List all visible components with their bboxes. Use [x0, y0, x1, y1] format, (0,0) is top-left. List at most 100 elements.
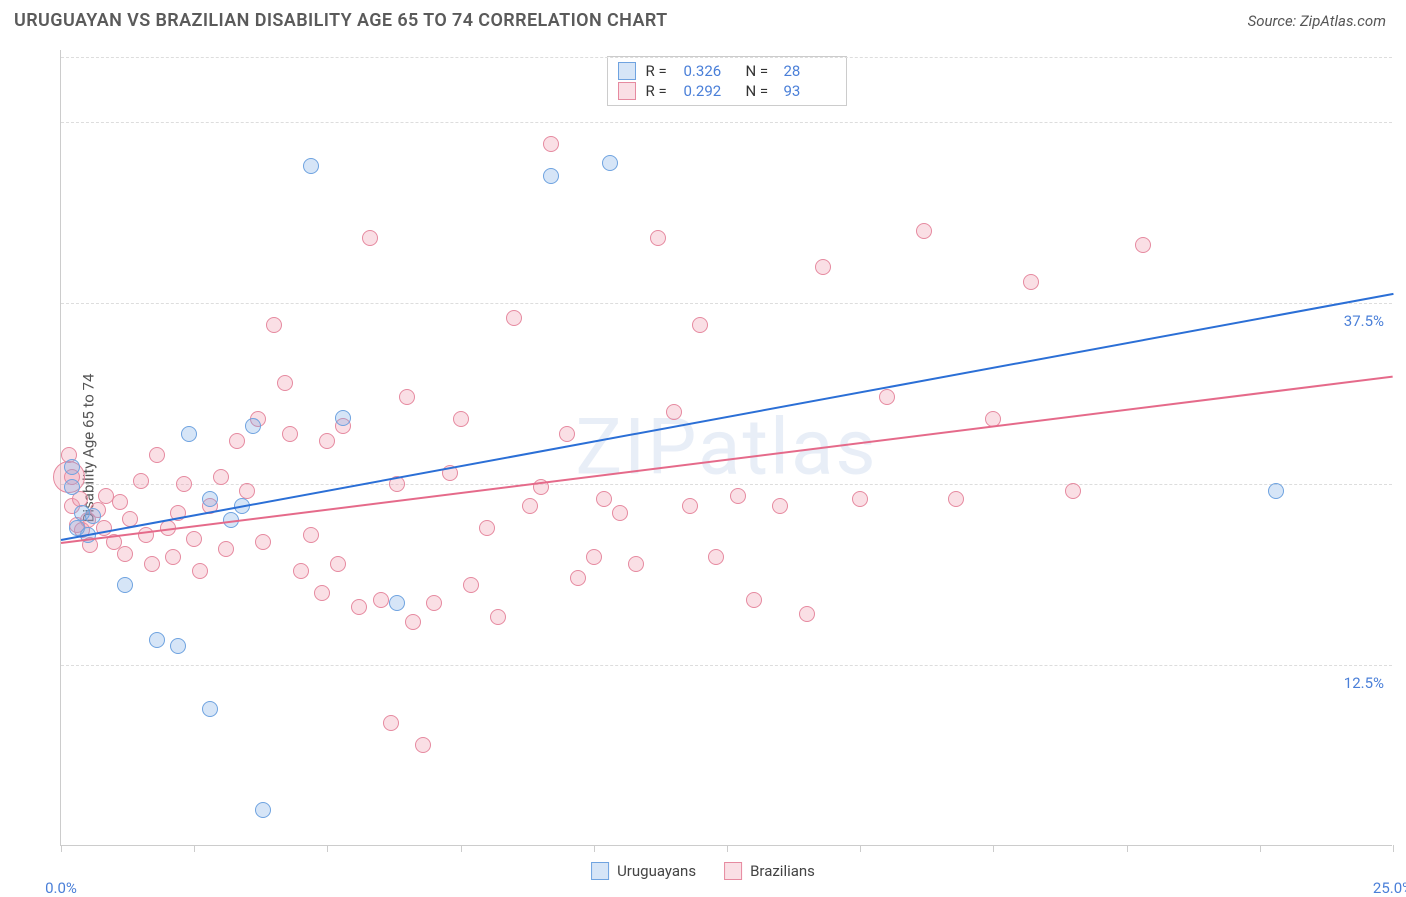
- scatter-point: [64, 459, 80, 475]
- legend-r-value: 0.326: [684, 62, 736, 80]
- chart-source: Source: ZipAtlas.com: [1248, 12, 1386, 30]
- scatter-point: [218, 541, 234, 557]
- scatter-point: [1065, 483, 1081, 499]
- scatter-point: [192, 563, 208, 579]
- scatter-point: [181, 426, 197, 442]
- scatter-point: [815, 259, 831, 275]
- scatter-point: [602, 155, 618, 171]
- scatter-point: [351, 599, 367, 615]
- legend-swatch: [591, 862, 609, 880]
- legend-swatch: [724, 862, 742, 880]
- plot-region: ZIPatlas R =0.326N =28R =0.292N =93 12.5…: [60, 50, 1392, 846]
- scatter-point: [362, 230, 378, 246]
- legend-swatch: [618, 82, 636, 100]
- scatter-point: [879, 389, 895, 405]
- scatter-point: [277, 375, 293, 391]
- legend-n-value: 28: [784, 62, 836, 80]
- scatter-point: [1135, 237, 1151, 253]
- legend-n-label: N =: [746, 62, 774, 80]
- scatter-point: [666, 404, 682, 420]
- scatter-point: [650, 230, 666, 246]
- scatter-point: [117, 577, 133, 593]
- scatter-point: [543, 136, 559, 152]
- scatter-point: [426, 595, 442, 611]
- scatter-point: [708, 549, 724, 565]
- scatter-point: [948, 491, 964, 507]
- chart-header: URUGUAYAN VS BRAZILIAN DISABILITY AGE 65…: [0, 0, 1406, 39]
- scatter-point: [133, 473, 149, 489]
- legend-r-label: R =: [646, 62, 674, 80]
- scatter-point: [149, 447, 165, 463]
- scatter-point: [255, 534, 271, 550]
- legend-n-value: 93: [784, 82, 836, 100]
- scatter-point: [612, 505, 628, 521]
- series-legend-label: Brazilians: [750, 862, 815, 880]
- scatter-point: [405, 614, 421, 630]
- scatter-point: [463, 577, 479, 593]
- scatter-point: [453, 411, 469, 427]
- scatter-point: [1023, 274, 1039, 290]
- series-legend-label: Uruguayans: [617, 862, 696, 880]
- scatter-point: [202, 491, 218, 507]
- scatter-point: [399, 389, 415, 405]
- scatter-point: [479, 520, 495, 536]
- scatter-point: [383, 715, 399, 731]
- scatter-point: [149, 632, 165, 648]
- gridline: [61, 665, 1392, 666]
- scatter-point: [730, 488, 746, 504]
- chart-title: URUGUAYAN VS BRAZILIAN DISABILITY AGE 65…: [14, 10, 668, 31]
- legend-swatch: [618, 62, 636, 80]
- scatter-point: [293, 563, 309, 579]
- scatter-point: [170, 638, 186, 654]
- legend-n-label: N =: [746, 82, 774, 100]
- scatter-point: [314, 585, 330, 601]
- scatter-point: [330, 556, 346, 572]
- gridline: [61, 303, 1392, 304]
- scatter-point: [628, 556, 644, 572]
- scatter-point: [852, 491, 868, 507]
- scatter-point: [176, 476, 192, 492]
- scatter-point: [303, 527, 319, 543]
- x-tick: [61, 845, 62, 852]
- x-tick: [1127, 845, 1128, 852]
- scatter-point: [186, 531, 202, 547]
- scatter-point: [916, 223, 932, 239]
- x-tick: [194, 845, 195, 852]
- scatter-point: [319, 433, 335, 449]
- scatter-point: [64, 479, 80, 495]
- scatter-point: [415, 737, 431, 753]
- scatter-point: [85, 508, 101, 524]
- scatter-point: [112, 494, 128, 510]
- legend-r-value: 0.292: [684, 82, 736, 100]
- scatter-point: [213, 469, 229, 485]
- scatter-point: [229, 433, 245, 449]
- scatter-point: [799, 606, 815, 622]
- chart-area: Disability Age 65 to 74 ZIPatlas R =0.32…: [14, 50, 1392, 846]
- scatter-point: [596, 491, 612, 507]
- x-tick: [1260, 845, 1261, 852]
- scatter-point: [490, 609, 506, 625]
- scatter-point: [138, 527, 154, 543]
- scatter-point: [1268, 483, 1284, 499]
- x-tick: [860, 845, 861, 852]
- scatter-point: [543, 168, 559, 184]
- x-tick: [993, 845, 994, 852]
- scatter-point: [144, 556, 160, 572]
- trend-line: [61, 376, 1393, 544]
- scatter-point: [570, 570, 586, 586]
- scatter-point: [692, 317, 708, 333]
- scatter-point: [586, 549, 602, 565]
- scatter-point: [522, 498, 538, 514]
- x-tick: [327, 845, 328, 852]
- stats-legend: R = 0.326 N = 28 R = 0.292 N = 93: [607, 56, 847, 106]
- series-legend-item: Brazilians: [724, 862, 815, 880]
- scatter-point: [682, 498, 698, 514]
- scatter-point: [373, 592, 389, 608]
- scatter-point: [506, 310, 522, 326]
- x-tick-label: 0.0%: [45, 879, 77, 897]
- scatter-point: [335, 410, 351, 426]
- scatter-point: [255, 802, 271, 818]
- scatter-point: [245, 418, 261, 434]
- gridline: [61, 484, 1392, 485]
- legend-r-label: R =: [646, 82, 674, 100]
